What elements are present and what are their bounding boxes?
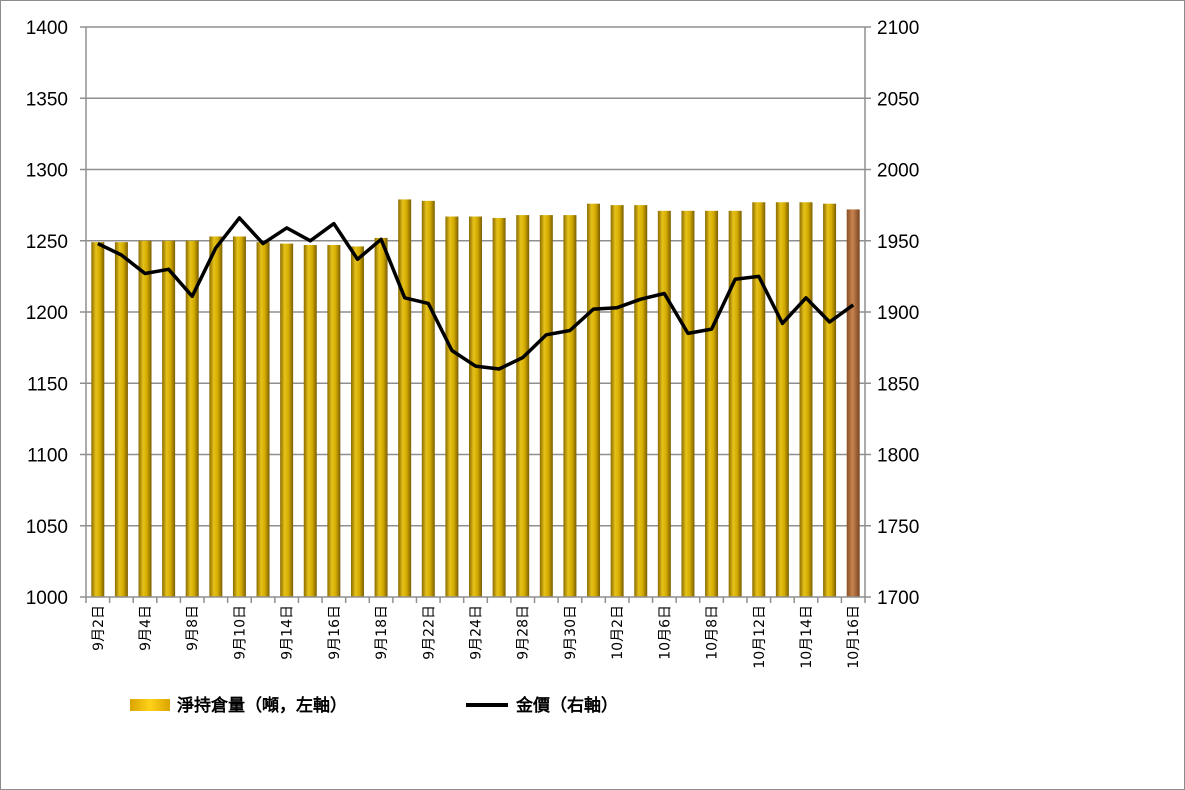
bar	[445, 216, 459, 597]
bar	[138, 240, 152, 597]
y-tick-label-right: 2050	[877, 89, 919, 110]
bar	[657, 210, 671, 597]
bar	[516, 215, 530, 597]
axes	[80, 26, 871, 603]
legend-label-bar: 淨持倉量（噸，左軸）	[177, 695, 347, 716]
x-tick-label: 9月28日	[516, 605, 532, 660]
y-tick-label-right: 1800	[877, 446, 919, 467]
bar	[634, 205, 648, 597]
bar	[114, 242, 128, 598]
bar	[775, 202, 789, 597]
y-tick-label-left: 1350	[26, 89, 68, 110]
bar	[705, 210, 719, 597]
x-tick-label: 9月14日	[280, 605, 296, 660]
line-series	[97, 216, 855, 371]
bar	[563, 215, 577, 597]
legend-label-line: 金價（右軸）	[515, 695, 618, 716]
y-tick-label-left: 1200	[26, 303, 68, 324]
x-tick-label: 9月22日	[421, 605, 437, 660]
y-tick-label-right: 1950	[877, 232, 919, 253]
x-axis-labels: 9月2日 9月4日 9月8日 9月10日 9月14日 9月16日 9月18日 9月22日 9月2…	[91, 605, 862, 669]
bar	[398, 199, 412, 598]
bar	[587, 203, 601, 597]
bar	[280, 243, 294, 597]
y-tick-label-left: 1100	[27, 446, 68, 467]
x-tick-label: 10月2日	[610, 605, 626, 660]
y-tick-label-left: 1250	[26, 232, 68, 253]
x-tick-label: 9月4日	[138, 605, 154, 651]
bar	[799, 202, 813, 597]
x-tick-label: 9月2日	[91, 605, 107, 651]
y-tick-label-right: 2100	[877, 18, 919, 39]
bar	[327, 245, 341, 597]
y-axis-left-labels: 1000 1050 1100 1150 1200 1250 1300 1350 1400	[26, 18, 68, 609]
x-tick-label: 9月18日	[374, 605, 390, 660]
bar	[232, 236, 246, 597]
bar	[846, 209, 860, 597]
bar	[421, 200, 435, 597]
x-tick-label: 9月10日	[232, 605, 248, 660]
x-tick-label: 9月24日	[469, 605, 485, 660]
x-tick-label: 10月14日	[799, 605, 815, 669]
bar	[303, 245, 317, 597]
bar	[209, 236, 223, 597]
y-tick-label-left: 1400	[26, 18, 68, 39]
bar	[374, 237, 388, 597]
bar	[91, 242, 105, 598]
y-tick-label-right: 1850	[877, 374, 919, 395]
bar	[752, 202, 766, 597]
bar	[681, 210, 695, 597]
bar	[350, 246, 364, 597]
x-tick-label: 9月16日	[327, 605, 343, 660]
legend: 淨持倉量（噸，左軸） 金價（右軸）	[130, 695, 618, 716]
bar	[185, 240, 199, 597]
x-tick-label: 10月8日	[705, 605, 721, 660]
bar	[728, 210, 742, 597]
x-tick-label: 9月30日	[563, 605, 579, 660]
x-tick-label: 10月12日	[752, 605, 768, 669]
bar	[492, 217, 506, 597]
y-tick-label-left: 1050	[26, 517, 68, 538]
y-tick-label-right: 1750	[877, 517, 919, 538]
y-axis-right-labels: 1700 1750 1800 1850 1900 1950 2000 2050 2100	[877, 18, 919, 609]
y-tick-label-left: 1150	[27, 374, 68, 395]
legend-swatch-bar	[130, 699, 170, 711]
bar	[823, 203, 837, 597]
bar	[256, 242, 270, 598]
y-tick-label-left: 1000	[26, 588, 68, 609]
bar	[469, 216, 482, 597]
bar	[539, 215, 553, 597]
x-tick-label: 10月16日	[846, 605, 862, 669]
y-tick-label-right: 1700	[877, 588, 919, 609]
x-tick-label: 10月6日	[657, 605, 673, 660]
y-tick-label-right: 2000	[877, 161, 919, 182]
y-tick-label-right: 1900	[877, 303, 919, 324]
y-tick-label-left: 1300	[26, 161, 68, 182]
bar	[610, 205, 624, 597]
price-line	[97, 216, 855, 371]
x-tick-label: 9月8日	[185, 605, 201, 651]
bar-series	[91, 199, 860, 598]
bar	[162, 240, 176, 597]
